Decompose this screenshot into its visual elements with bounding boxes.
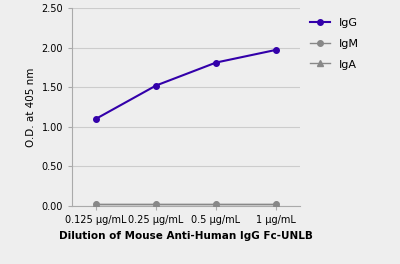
IgM: [94, 203, 98, 206]
IgG: [154, 84, 158, 87]
Line: IgM: IgM: [93, 201, 279, 207]
IgM: [274, 203, 278, 206]
IgG: [94, 117, 98, 120]
IgG: [214, 61, 218, 64]
IgA: [214, 203, 218, 206]
Y-axis label: O.D. at 405 nm: O.D. at 405 nm: [26, 67, 36, 147]
IgA: [154, 203, 158, 206]
IgA: [274, 203, 278, 206]
IgM: [214, 203, 218, 206]
Line: IgA: IgA: [93, 201, 279, 207]
Legend: IgG, IgM, IgA: IgG, IgM, IgA: [310, 17, 359, 70]
X-axis label: Dilution of Mouse Anti-Human IgG Fc-UNLB: Dilution of Mouse Anti-Human IgG Fc-UNLB: [59, 230, 313, 241]
IgG: [274, 48, 278, 51]
Line: IgG: IgG: [93, 47, 279, 122]
IgM: [154, 203, 158, 206]
IgA: [94, 203, 98, 206]
